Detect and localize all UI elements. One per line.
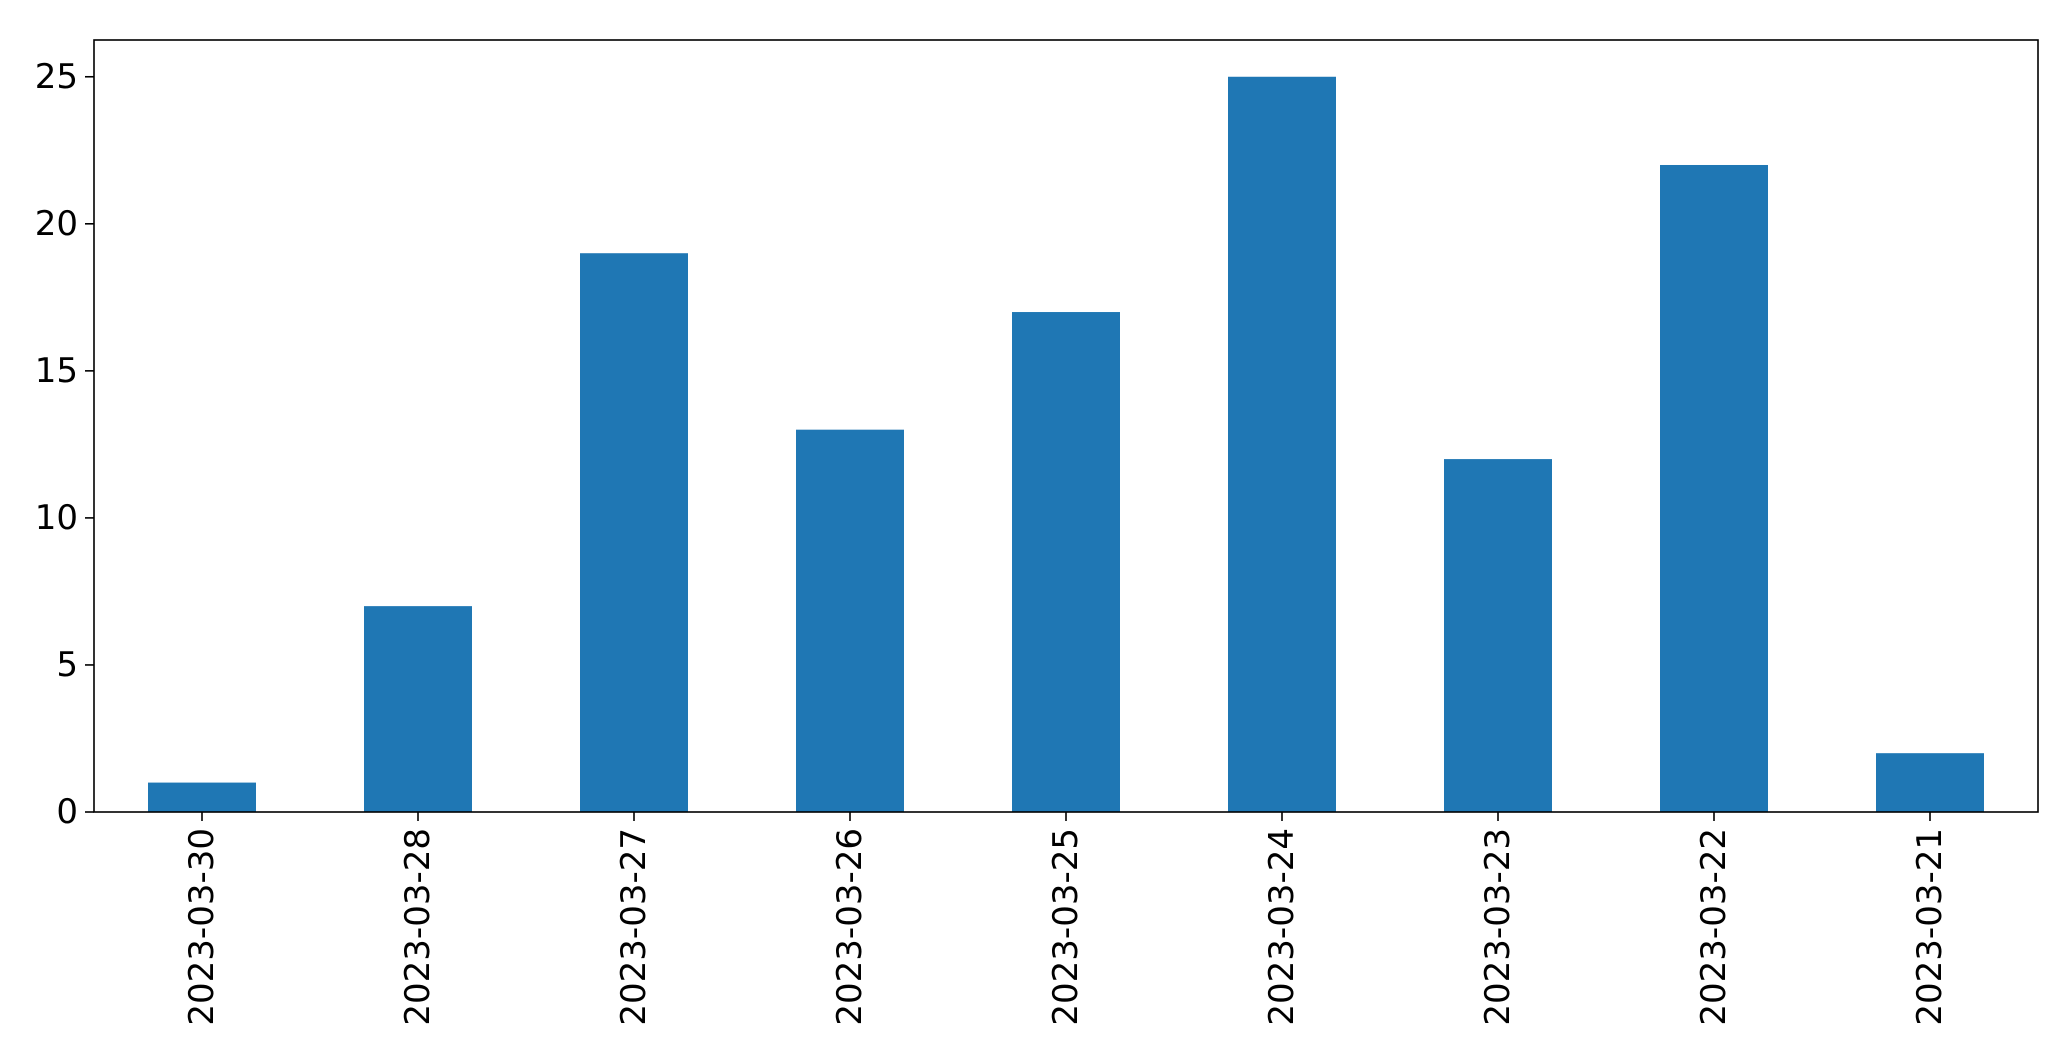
x-tick-label: 2023-03-27: [614, 828, 654, 1026]
x-tick-label: 2023-03-28: [398, 828, 438, 1026]
x-tick-label: 2023-03-26: [830, 828, 870, 1026]
y-tick-label: 25: [35, 57, 78, 97]
bar-2023-03-28: [364, 606, 472, 812]
y-axis: 0 5 10 15 20 25: [35, 57, 94, 832]
y-tick-label: 20: [35, 204, 78, 244]
bar-2023-03-30: [148, 782, 256, 812]
y-tick-label: 10: [35, 498, 78, 538]
x-tick-label: 2023-03-21: [1910, 828, 1950, 1026]
y-tick-label: 5: [56, 645, 78, 685]
x-tick-label: 2023-03-25: [1046, 828, 1086, 1026]
y-tick-label: 15: [35, 351, 78, 391]
bar-2023-03-23: [1444, 459, 1552, 812]
plot-frame: [93, 39, 2039, 813]
bars-group: [148, 76, 1984, 812]
bar-2023-03-21: [1876, 753, 1984, 812]
bar-2023-03-24: [1228, 76, 1336, 812]
bar-2023-03-25: [1012, 312, 1120, 812]
x-tick-label: 2023-03-30: [182, 828, 222, 1026]
bar-2023-03-27: [580, 253, 688, 812]
x-tick-label: 2023-03-24: [1262, 828, 1302, 1026]
bar-2023-03-22: [1660, 164, 1768, 812]
y-tick-label: 0: [56, 792, 78, 832]
x-tick-label: 2023-03-22: [1694, 828, 1734, 1026]
x-tick-label: 2023-03-23: [1478, 828, 1518, 1026]
x-axis: 2023-03-30 2023-03-28 2023-03-27 2023-03-26…: [182, 812, 1950, 1026]
bar-2023-03-26: [796, 429, 904, 812]
